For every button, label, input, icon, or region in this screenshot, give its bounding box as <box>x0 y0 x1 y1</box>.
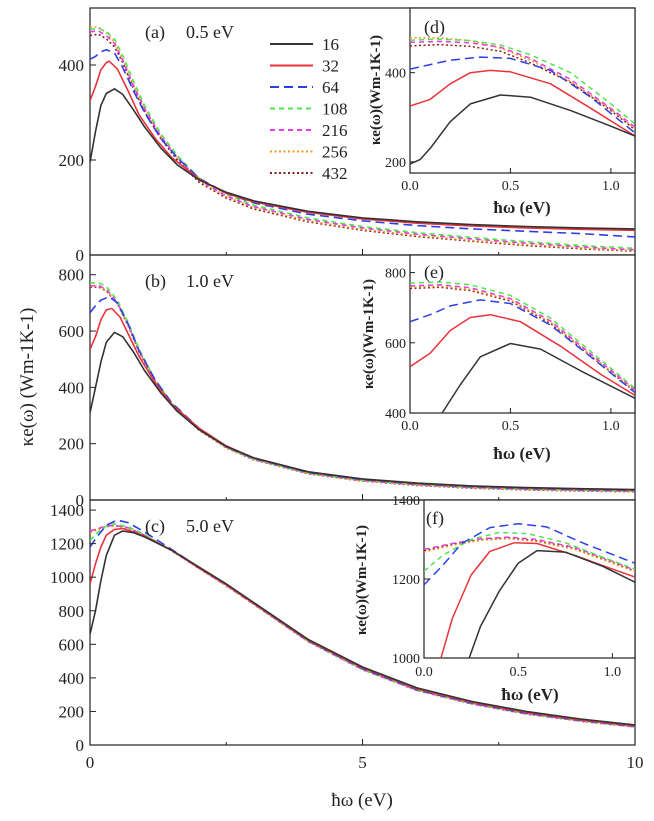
x-tick-label: 10 <box>627 753 644 772</box>
x-tick-label: 0 <box>86 753 95 772</box>
panel-a: 0 200 400 (a) 0.5 eV <box>59 7 636 265</box>
panel-b-y-tick-label: 800 <box>59 266 85 285</box>
inset-d-x-tick-label: 0.0 <box>401 179 419 194</box>
panel-a-y-tick-label: 200 <box>59 151 85 170</box>
inset-e-y-tick-label: 400 <box>385 407 406 422</box>
inset-e-x-tick-label: 0.5 <box>502 419 520 434</box>
inset-e-y-tick-label: 800 <box>385 267 406 282</box>
inset-f-x-title: ħω (eV) <box>501 685 558 704</box>
inset-d-series-32 <box>410 69 635 137</box>
inset-f-y-tick-label: 1400 <box>392 494 420 509</box>
inset-f-x-tick-label: 0.5 <box>509 665 527 680</box>
inset-f-series-108 <box>424 531 635 572</box>
panel-c-y-tick-label: 1200 <box>50 535 84 554</box>
legend-label-256: 256 <box>322 143 348 162</box>
inset-f-series-216 <box>424 536 635 571</box>
inset-d-x-tick-label: 0.5 <box>502 179 520 194</box>
panel-c-series-64 <box>90 519 635 727</box>
x-tick-label: 5 <box>358 753 367 772</box>
panel-a-label: (a) <box>145 22 165 43</box>
inset-d-label: (d) <box>424 17 445 38</box>
panel-b-y-tick-label: 200 <box>59 435 85 454</box>
panel-a-series-16 <box>90 88 635 230</box>
inset-d-series-216 <box>410 40 635 128</box>
panel-c-y-tick-label: 1400 <box>50 501 84 520</box>
panel-b-series-16 <box>90 331 635 491</box>
inset-f-label: (f) <box>426 508 444 529</box>
inset-f: 1000 1200 1400 0.0 0.5 1.0 (f) ħω (eV) κe(ω)(… <box>354 494 636 704</box>
panel-c-series-108 <box>90 523 635 728</box>
panel-c-y-tick-label: 800 <box>59 602 85 621</box>
inset-f-y-title: κe(ω)(Wm-1K-1) <box>354 525 370 635</box>
inset-d-series-432 <box>410 43 635 131</box>
panel-c-y-tick-label: 400 <box>59 669 85 688</box>
panel-a-series-432 <box>90 33 635 252</box>
inset-f-y-tick-label: 1200 <box>392 573 420 588</box>
panel-a-y-tick-label: 0 <box>76 246 85 265</box>
legend-label-32: 32 <box>322 57 339 76</box>
inset-d-series-108 <box>410 38 635 125</box>
inset-e-x-tick-label: 1.0 <box>602 419 620 434</box>
panel-b-label: (b) <box>145 271 166 292</box>
y-axis-title: κe(ω) (Wm-1K-1) <box>17 308 38 447</box>
inset-d-x-title: ħω (eV) <box>493 198 550 217</box>
inset-e-y-title: κe(ω)(Wm-1K-1) <box>361 279 377 389</box>
inset-f-series-432 <box>424 537 635 572</box>
panel-c-y-tick-label: 0 <box>76 736 85 755</box>
inset-d-y-tick-label: 200 <box>385 156 406 171</box>
panel-c-label: (c) <box>145 516 165 537</box>
panel-c-y-tick-label: 200 <box>59 702 85 721</box>
inset-e-series-16 <box>441 342 635 413</box>
inset-e-label: (e) <box>424 262 444 283</box>
x-axis: 0 5 10 ħω (eV) <box>86 739 644 811</box>
inset-e-series-216 <box>410 284 635 391</box>
inset-e: 400 600 800 0.0 0.5 1.0 (e) ħω (eV) κe(ω)(Wm-… <box>361 254 636 463</box>
panel-c-series-16 <box>90 530 635 726</box>
panel-a-series-32 <box>90 60 635 232</box>
inset-e-series-64 <box>410 299 635 394</box>
inset-d-x-tick-label: 1.0 <box>602 179 620 194</box>
legend: 16 32 64 108 216 256 432 <box>262 30 380 190</box>
panel-b-y-tick-label: 600 <box>59 322 85 341</box>
legend-label-16: 16 <box>322 35 339 54</box>
inset-d-series-64 <box>410 56 635 134</box>
legend-label-64: 64 <box>322 78 340 97</box>
panel-a-energy: 0.5 eV <box>186 22 234 42</box>
inset-d: 200 400 0.0 0.5 1.0 (d) ħω (eV) κe(ω)(Wm-1K-… <box>368 7 636 217</box>
inset-d-series-16 <box>410 94 635 165</box>
inset-e-series-256 <box>410 285 635 392</box>
inset-e-x-tick-label: 0.0 <box>401 419 419 434</box>
panel-b-y-tick-label: 0 <box>76 491 85 510</box>
inset-f-series-16 <box>468 549 635 658</box>
inset-e-series-108 <box>410 281 635 389</box>
inset-f-series-256 <box>424 537 635 573</box>
panel-c-energy: 5.0 eV <box>186 516 234 536</box>
x-axis-title: ħω (eV) <box>331 790 393 811</box>
panel-a-series-64 <box>90 49 635 238</box>
legend-label-108: 108 <box>322 100 348 119</box>
inset-f-x-tick-label: 1.0 <box>604 665 622 680</box>
inset-f-series-64 <box>424 522 635 586</box>
inset-d-y-title: κe(ω)(Wm-1K-1) <box>368 35 384 145</box>
inset-f-y-tick-label: 1000 <box>392 652 420 667</box>
panel-b-y-tick-label: 400 <box>59 378 85 397</box>
inset-e-y-tick-label: 600 <box>385 337 406 352</box>
panel-a-y-tick-label: 400 <box>59 56 85 75</box>
inset-e-series-32 <box>410 313 635 397</box>
panel-b-energy: 1.0 eV <box>186 271 234 291</box>
inset-f-x-tick-label: 0.0 <box>415 665 433 680</box>
inset-d-y-tick-label: 400 <box>385 67 406 82</box>
panel-c-y-tick-label: 1000 <box>50 568 84 587</box>
legend-label-216: 216 <box>322 121 348 140</box>
panel-c-y-tick-label: 600 <box>59 635 85 654</box>
inset-e-x-title: ħω (eV) <box>493 444 550 463</box>
legend-label-432: 432 <box>322 164 348 183</box>
